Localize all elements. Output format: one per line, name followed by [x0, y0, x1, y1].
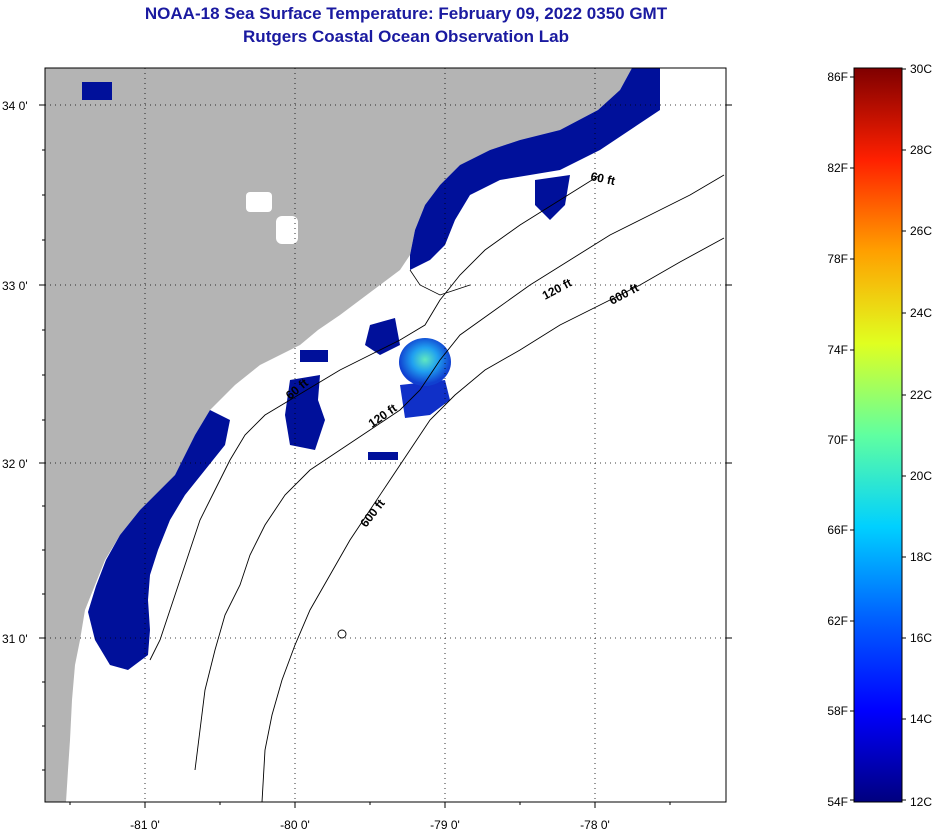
cold-patch-5: [535, 175, 570, 220]
lat-label-32: 32 0': [2, 457, 28, 471]
inland-lake-1: [82, 82, 112, 100]
lat-label-34: 34 0': [2, 99, 28, 113]
lon-label-78: -78 0': [580, 818, 610, 832]
scale-label-26c: 26C: [910, 224, 932, 238]
axis-ticks: [39, 104, 732, 808]
lon-label-79: -79 0': [430, 818, 460, 832]
scale-label-86f: 86F: [827, 70, 848, 84]
contour-120ft: [194, 174, 725, 771]
scale-label-82f: 82F: [827, 161, 848, 175]
scale-label-66f: 66F: [827, 523, 848, 537]
cold-patch-4: [400, 380, 450, 418]
scale-label-28c: 28C: [910, 143, 932, 157]
scale-label-74f: 74F: [827, 343, 848, 357]
coastline: [409, 269, 471, 296]
cold-patch-6: [368, 452, 398, 460]
land-mass: [45, 68, 632, 802]
scale-label-62f: 62F: [827, 614, 848, 628]
cold-water-band: [410, 68, 660, 270]
scale-label-58f: 58F: [827, 704, 848, 718]
seamount-contour: [337, 629, 347, 639]
scale-label-24c: 24C: [910, 306, 932, 320]
contour-label-60ft-north: 60 ft: [589, 169, 616, 188]
cold-patch-2: [365, 318, 400, 355]
scale-label-70f: 70F: [827, 433, 848, 447]
scale-label-20c: 20C: [910, 469, 932, 483]
nodata-patch-1: [276, 216, 298, 244]
map-title: NOAA-18 Sea Surface Temperature: Februar…: [144, 4, 668, 23]
map-frame: [44, 67, 727, 803]
scale-label-18c: 18C: [910, 550, 932, 564]
lon-label-80: -80 0': [280, 818, 310, 832]
scale-label-22c: 22C: [910, 388, 932, 402]
cold-patch-1: [300, 350, 328, 362]
color-scale-bar: 86F 82F 78F 74F 70F 66F 62F 58F 54F 30C …: [827, 62, 932, 809]
scale-label-16c: 16C: [910, 631, 932, 645]
scale-label-14c: 14C: [910, 712, 932, 726]
warm-water-patch: [399, 338, 451, 386]
lat-label-33: 33 0': [2, 279, 28, 293]
map-subtitle: Rutgers Coastal Ocean Observation Lab: [243, 27, 569, 46]
scale-label-12c: 12C: [910, 795, 932, 809]
contour-60ft: [149, 174, 601, 661]
lon-label-81: -81 0': [130, 818, 160, 832]
contour-600ft: [261, 237, 725, 802]
nodata-patch-2: [246, 192, 272, 212]
color-scale-gradient: [853, 67, 903, 803]
scale-label-54f: 54F: [827, 795, 848, 809]
cold-water-band-south: [88, 410, 230, 670]
lat-label-31: 31 0': [2, 632, 28, 646]
graticule: [45, 68, 726, 802]
scale-label-78f: 78F: [827, 252, 848, 266]
scale-label-30c: 30C: [910, 62, 932, 76]
